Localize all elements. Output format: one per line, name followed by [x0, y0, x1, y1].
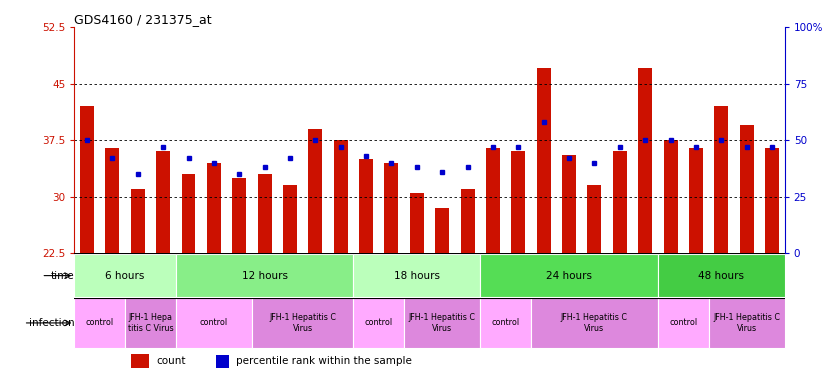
Text: percentile rank within the sample: percentile rank within the sample — [236, 356, 412, 366]
Bar — [232, 178, 246, 253]
Bar — [537, 68, 551, 253]
Text: control: control — [365, 318, 393, 328]
Bar — [461, 189, 475, 253]
Text: 48 hours: 48 hours — [698, 271, 744, 281]
Bar — [562, 155, 576, 253]
Bar — [689, 148, 703, 253]
Bar — [258, 174, 272, 253]
Bar — [252, 298, 354, 348]
Bar — [480, 298, 531, 348]
Text: control: control — [669, 318, 697, 328]
Bar — [486, 148, 500, 253]
Bar — [80, 106, 94, 253]
Bar — [739, 125, 753, 253]
Text: 24 hours: 24 hours — [546, 271, 592, 281]
Text: count: count — [156, 356, 186, 366]
Bar — [131, 189, 145, 253]
Bar — [131, 354, 149, 368]
Bar — [435, 208, 449, 253]
Text: time: time — [50, 271, 74, 281]
Bar — [176, 298, 252, 348]
Bar — [182, 174, 196, 253]
Text: control: control — [491, 318, 520, 328]
Text: GDS4160 / 231375_at: GDS4160 / 231375_at — [74, 13, 212, 26]
Text: JFH-1 Hepa
titis C Virus: JFH-1 Hepa titis C Virus — [128, 313, 173, 333]
Bar — [657, 254, 785, 297]
Bar — [74, 254, 176, 297]
Bar — [359, 159, 373, 253]
Bar — [283, 185, 297, 253]
Text: JFH-1 Hepatitis C
Virus: JFH-1 Hepatitis C Virus — [409, 313, 476, 333]
Text: JFH-1 Hepatitis C
Virus: JFH-1 Hepatitis C Virus — [269, 313, 336, 333]
Bar — [384, 163, 398, 253]
Bar — [334, 140, 348, 253]
Text: JFH-1 Hepatitis C
Virus: JFH-1 Hepatitis C Virus — [561, 313, 628, 333]
Text: 6 hours: 6 hours — [106, 271, 145, 281]
Bar — [410, 193, 424, 253]
Bar — [176, 254, 354, 297]
Text: 12 hours: 12 hours — [242, 271, 287, 281]
Text: JFH-1 Hepatitis C
Virus: JFH-1 Hepatitis C Virus — [713, 313, 780, 333]
Bar — [613, 151, 627, 253]
Bar — [106, 148, 120, 253]
Bar — [74, 298, 125, 348]
Text: control: control — [86, 318, 114, 328]
Bar — [216, 355, 229, 368]
Bar — [156, 151, 170, 253]
Bar — [531, 298, 657, 348]
Bar — [480, 254, 657, 297]
Bar — [125, 298, 176, 348]
Bar — [206, 163, 221, 253]
Bar — [587, 185, 601, 253]
Bar — [765, 148, 779, 253]
Text: control: control — [200, 318, 228, 328]
Bar — [354, 298, 404, 348]
Bar — [714, 106, 729, 253]
Bar — [638, 68, 653, 253]
Bar — [354, 254, 480, 297]
Text: 18 hours: 18 hours — [394, 271, 439, 281]
Bar — [657, 298, 709, 348]
Bar — [663, 140, 677, 253]
Bar — [308, 129, 322, 253]
Bar — [404, 298, 480, 348]
Text: infection: infection — [29, 318, 74, 328]
Bar — [709, 298, 785, 348]
Bar — [511, 151, 525, 253]
